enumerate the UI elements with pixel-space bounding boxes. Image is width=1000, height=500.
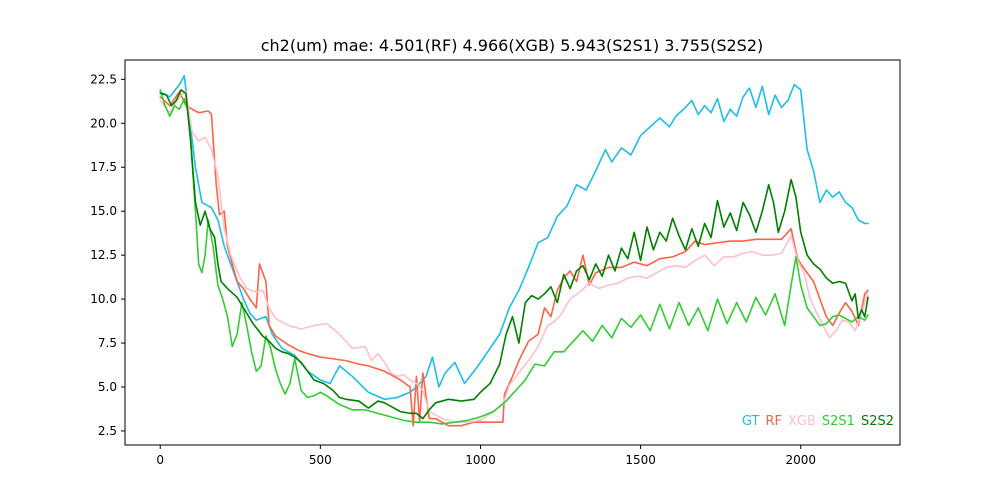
legend-label-s2s1: S2S1 bbox=[822, 414, 855, 429]
y-tick-label: 12.5 bbox=[90, 248, 117, 262]
series-line-rf bbox=[159, 90, 869, 427]
x-tick-label: 2000 bbox=[785, 453, 816, 467]
series-line-s2s2 bbox=[159, 89, 869, 420]
legend-label-s2s2: S2S2 bbox=[861, 414, 894, 429]
series-line-gt bbox=[159, 75, 869, 401]
series-line-s2s1 bbox=[159, 89, 869, 425]
legend: S2S2 S2S1 XGB RF GT bbox=[742, 414, 894, 429]
plot-frame bbox=[124, 59, 901, 446]
x-tick-label: 1500 bbox=[625, 453, 656, 467]
y-tick-label: 22.5 bbox=[90, 72, 117, 86]
y-tick-label: 5.0 bbox=[98, 380, 117, 394]
x-tick-label: 500 bbox=[309, 453, 332, 467]
x-tick-label: 0 bbox=[156, 453, 164, 467]
y-axis: 2.5 5.0 7.5 10.0 12.5 15.0 17.5 20.0 22.5 bbox=[90, 72, 125, 438]
y-tick-label: 20.0 bbox=[90, 116, 117, 130]
series-line-xgb bbox=[159, 90, 869, 423]
legend-label-xgb: XGB bbox=[788, 414, 816, 429]
y-tick-label: 17.5 bbox=[90, 160, 117, 174]
y-tick-label: 7.5 bbox=[98, 336, 117, 350]
y-tick-label: 2.5 bbox=[98, 424, 117, 438]
x-tick-label: 1000 bbox=[465, 453, 496, 467]
series-layer bbox=[159, 75, 869, 427]
x-axis: 0 500 1000 1500 2000 bbox=[156, 445, 816, 467]
legend-label-gt: GT bbox=[742, 414, 760, 429]
legend-label-rf: RF bbox=[765, 414, 782, 429]
y-tick-label: 15.0 bbox=[90, 204, 117, 218]
y-tick-label: 10.0 bbox=[90, 292, 117, 306]
chart-title: ch2(um) mae: 4.501(RF) 4.966(XGB) 5.943(… bbox=[261, 36, 764, 55]
